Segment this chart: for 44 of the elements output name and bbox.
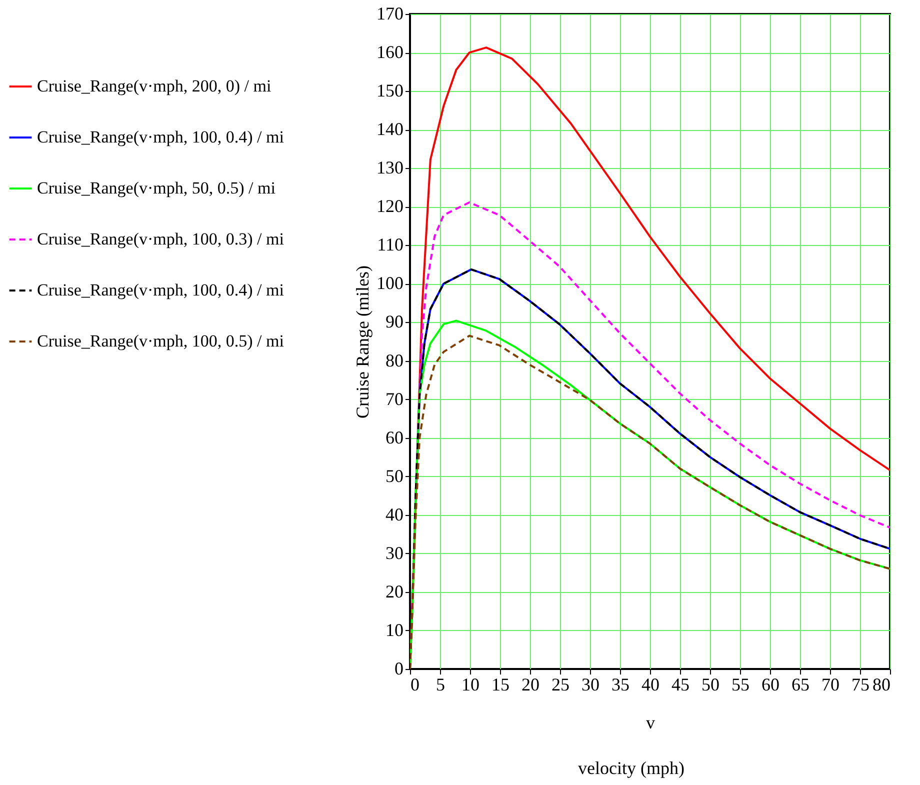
x-tick-label: 65 [792, 674, 810, 694]
x-axis-title: v [646, 712, 655, 732]
y-tick-label: 160 [376, 42, 404, 62]
legend-label: Cruise_Range(v·mph, 100, 0.5) / mi [37, 332, 284, 350]
y-tick-label: 20 [386, 581, 404, 602]
x-tick-label: 80 [872, 674, 890, 694]
x-tick-label: 10 [462, 674, 480, 694]
x-tick-label: 70 [822, 674, 840, 694]
x-tick-label: 30 [582, 674, 600, 694]
y-tick-label: 50 [386, 466, 404, 486]
legend-label: Cruise_Range(v·mph, 100, 0.4) / mi [37, 280, 284, 300]
y-tick-label: 80 [386, 350, 404, 370]
y-tick-label: 140 [376, 119, 404, 140]
y-axis-title: Cruise Range (miles) [352, 266, 372, 418]
x-tick-label: 0 [410, 674, 420, 694]
y-tick-label: 0 [394, 658, 404, 678]
x-tick-label: 25 [552, 674, 570, 694]
x-tick-label: 60 [762, 674, 780, 694]
legend-label: Cruise_Range(v·mph, 200, 0) / mi [37, 76, 272, 96]
y-tick-label: 100 [376, 273, 404, 294]
x-tick-label: 35 [612, 674, 630, 694]
legend-label: Cruise_Range(v·mph, 50, 0.5) / mi [37, 178, 276, 198]
x-tick-label: 5 [436, 674, 445, 694]
x-tick-label: 45 [672, 674, 690, 694]
legend-label: Cruise_Range(v·mph, 100, 0.3) / mi [37, 230, 284, 248]
y-tick-label: 120 [376, 196, 404, 216]
y-tick-label: 90 [386, 312, 404, 332]
y-tick-label: 110 [377, 234, 404, 255]
x-tick-label: 55 [732, 674, 750, 694]
x-tick-label: 20 [522, 674, 540, 694]
x-tick-label: 40 [642, 674, 660, 694]
y-tick-label: 10 [386, 620, 404, 640]
x-tick-label: 50 [702, 674, 720, 694]
y-tick-label: 30 [386, 542, 404, 563]
x-tick-label: 15 [492, 674, 510, 694]
y-tick-label: 170 [376, 4, 404, 24]
y-tick-label: 70 [386, 388, 404, 409]
x-tick-label: 75 [852, 674, 870, 694]
text: velocity (mph) [578, 758, 684, 779]
y-tick-label: 60 [386, 427, 404, 448]
y-tick-label: 130 [376, 158, 404, 178]
legend-label: Cruise_Range(v·mph, 100, 0.4) / mi [37, 128, 284, 146]
y-tick-label: 40 [386, 504, 404, 524]
y-tick-label: 150 [376, 80, 404, 101]
